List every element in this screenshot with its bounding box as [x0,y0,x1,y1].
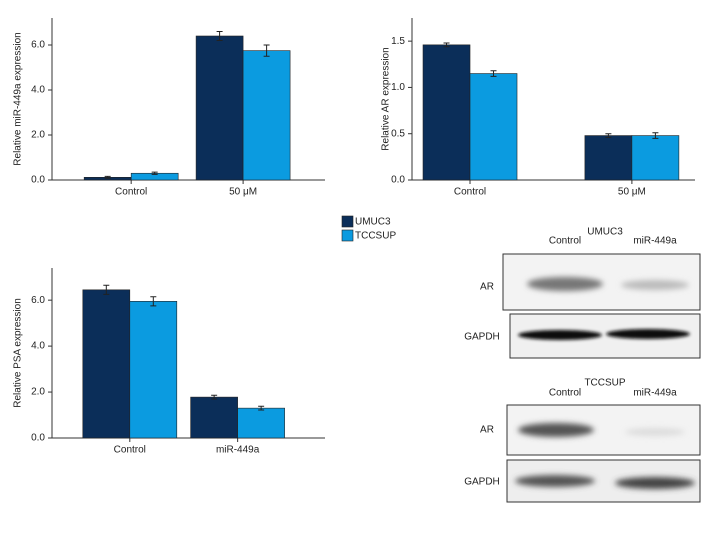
blot-row: AR [480,282,494,293]
x-tick-label: Control [115,187,147,198]
y-tick-label: 0.5 [391,128,405,139]
bar [469,73,518,181]
y-tick-label: 4.0 [31,341,45,352]
band [615,477,695,489]
error-bar [443,42,450,48]
blot-row: GAPDH [464,477,500,488]
band [518,330,602,340]
y-tick-label: 1.0 [391,82,405,93]
x-tick-label: miR-449a [216,445,260,456]
y-tick-label: 0.0 [31,175,45,186]
y-axis-label: Relative miR-449a expression [13,32,24,165]
legend-label: TCCSUP [355,231,396,242]
y-axis-label: Relative PSA expression [13,298,24,408]
error-bar [652,132,659,139]
bar [237,407,285,439]
blot-row: GAPDH [464,332,500,343]
x-tick-label: 50 μM [618,187,646,198]
blot-row: AR [480,425,494,436]
error-bar [605,133,612,138]
error-bar [151,171,158,175]
y-tick-label: 2.0 [31,130,45,141]
bar [242,50,291,181]
error-bar [103,284,110,295]
blot-column: Control [549,236,581,247]
y-tick-label: 6.0 [31,295,45,306]
blot-column: miR-449a [633,388,677,399]
bar [82,289,131,439]
band [606,329,690,339]
band [527,277,603,291]
y-tick-label: 6.0 [31,40,45,51]
band [518,423,594,437]
error-bar [490,70,497,77]
bar [129,301,178,439]
blot-title: TCCSUP [584,378,625,389]
legend-label: UMUC3 [355,217,391,228]
bar [422,44,471,181]
x-tick-label: Control [114,445,146,456]
blot-title: UMUC3 [587,227,623,238]
error-bar [104,175,111,179]
error-bar [263,44,270,57]
blot-panel: UMUC3 Control miR-449a AR GAPDH [464,227,701,359]
bar [195,35,244,181]
blot-column: miR-449a [633,236,677,247]
y-tick-label: 2.0 [31,387,45,398]
bar [584,135,633,181]
bar [631,135,680,181]
legend-swatch [341,229,354,242]
band [625,428,685,436]
y-tick-label: 4.0 [31,85,45,96]
error-bar [211,394,218,400]
blot-column: Control [549,388,581,399]
bar [190,396,238,439]
error-bar [216,31,223,41]
error-bar [150,296,157,307]
x-tick-label: 50 μM [229,187,257,198]
y-axis-label: Relative AR expression [381,47,392,150]
y-tick-label: 1.5 [391,36,405,47]
blot-panel: TCCSUP Control miR-449a AR GAPDH [464,378,701,503]
y-tick-label: 0.0 [31,433,45,444]
legend-swatch [341,215,354,228]
band [515,475,595,487]
y-tick-label: 0.0 [391,175,405,186]
band [621,280,689,290]
x-tick-label: Control [454,187,486,198]
error-bar [258,405,265,411]
